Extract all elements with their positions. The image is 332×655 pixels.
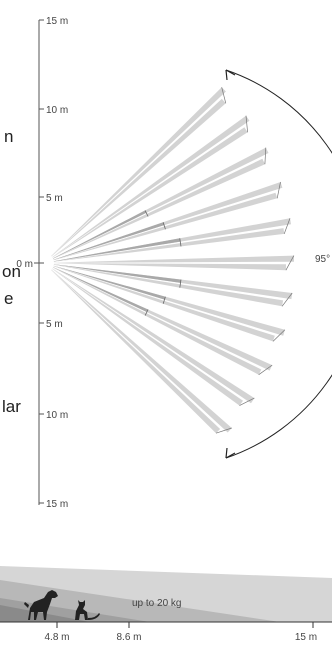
side-text-fragments: n on e lar [2, 127, 21, 416]
beam-long-lower-3 [53, 192, 278, 261]
side-view: up to 20 kg 4.8 m 8.6 m 15 m [0, 566, 332, 643]
distance-label-4-8: 4.8 m [44, 632, 69, 643]
beam-cap-0 [221, 87, 227, 104]
beam-mid-end-3 [162, 222, 166, 230]
beam-mid-8 [53, 267, 149, 313]
scale-label-15-top: 15 m [46, 16, 68, 27]
side-text-3: e [4, 289, 13, 308]
beam-cap-6 [281, 292, 293, 307]
side-text-4: lar [2, 397, 21, 416]
beam-long-lower-9 [52, 268, 243, 406]
beam-cap-1 [245, 115, 248, 133]
beam-long-10 [51, 269, 232, 433]
beam-mid-end-8 [144, 309, 149, 316]
beam-mid-4 [53, 238, 181, 262]
beam-cap-3 [276, 181, 281, 199]
beam-long-1 [52, 115, 250, 258]
beam-cap-10 [215, 427, 232, 434]
angle-arc [225, 69, 332, 459]
beam-cap-7 [272, 329, 286, 342]
beam-mid-end-4 [179, 238, 182, 247]
angle-indicator: 95° [225, 69, 332, 459]
weight-label: up to 20 kg [132, 598, 181, 609]
beam-long-lower-0 [51, 98, 226, 257]
beam-long-lower-8 [52, 267, 262, 375]
beam-cap-9 [239, 397, 255, 406]
beam-long-lower-6 [53, 264, 284, 307]
scale-axis: 15 m 10 m 5 m 0 m 5 m 10 m 15 m [16, 16, 68, 510]
beam-cap-4 [283, 218, 291, 235]
beam-long-lower-2 [53, 158, 265, 259]
detection-beams [51, 87, 295, 434]
beam-mid-6 [53, 264, 181, 283]
beam-long-lower-7 [53, 266, 275, 342]
beam-long-lower-5 [54, 263, 286, 271]
distance-label-8-6: 8.6 m [116, 632, 141, 643]
beam-cap-8 [258, 364, 273, 375]
scale-label-15-bottom: 15 m [46, 499, 68, 510]
arc-arrow-top [225, 69, 236, 81]
beam-cap-5 [285, 255, 295, 271]
dog-icon [24, 590, 58, 620]
beam-long-lower-10 [51, 269, 221, 434]
beam-long-lower-4 [53, 228, 285, 262]
beam-mid-2 [52, 210, 147, 259]
scale-label-5-bottom: 5 m [46, 319, 63, 330]
beam-long-9 [52, 268, 255, 404]
beam-long-lower-1 [52, 127, 248, 258]
distance-label-15: 15 m [295, 632, 317, 643]
scale-label-10-bottom: 10 m [46, 410, 68, 421]
scale-label-0: 0 m [16, 259, 33, 270]
cat-icon [75, 600, 100, 620]
beam-long-5 [54, 255, 294, 263]
side-text-2: on [2, 262, 21, 281]
beam-mid-end-7 [162, 296, 166, 304]
beam-cap-2 [264, 147, 267, 165]
scale-label-10-top: 10 m [46, 105, 68, 116]
angle-label: 95° [315, 254, 330, 265]
scale-label-5-top: 5 m [46, 193, 63, 204]
arc-arrow-bottom [225, 447, 236, 459]
beam-mid-3 [53, 222, 165, 260]
beam-mid-7 [53, 265, 166, 300]
beam-mid-end-6 [179, 279, 182, 288]
beam-mid-end-2 [144, 210, 149, 217]
beam-long-0 [51, 87, 226, 257]
side-text-1: n [4, 127, 13, 146]
